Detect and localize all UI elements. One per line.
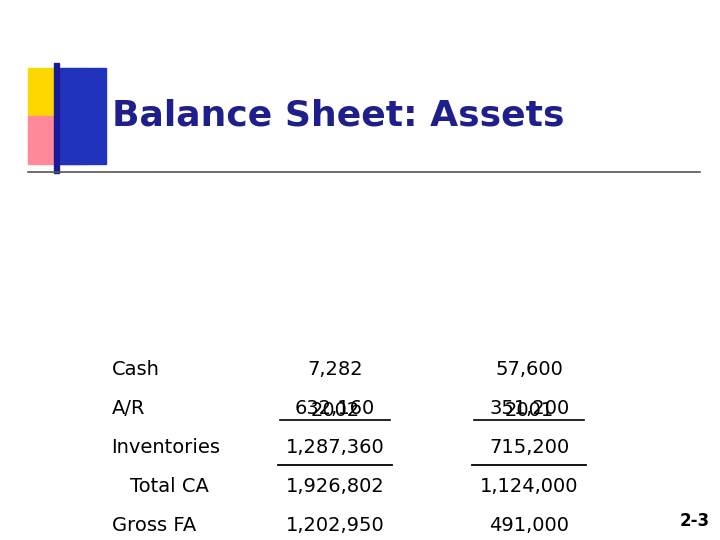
Text: 57,600: 57,600 — [495, 360, 563, 380]
Bar — [54, 63, 59, 173]
Text: Gross FA: Gross FA — [112, 516, 196, 535]
Text: Total CA: Total CA — [130, 477, 209, 496]
Text: A/R: A/R — [112, 399, 145, 418]
Text: 1,287,360: 1,287,360 — [285, 438, 384, 457]
Bar — [60, 116, 107, 164]
Text: 7,282: 7,282 — [307, 360, 363, 380]
Text: 351,200: 351,200 — [489, 399, 570, 418]
Text: 1,202,950: 1,202,950 — [285, 516, 384, 535]
Bar — [28, 116, 86, 164]
Text: 2002: 2002 — [310, 401, 359, 420]
Text: 2-3: 2-3 — [680, 512, 710, 530]
Bar — [28, 68, 86, 116]
Text: 1,926,802: 1,926,802 — [285, 477, 384, 496]
Text: 715,200: 715,200 — [489, 438, 570, 457]
Text: Balance Sheet: Assets: Balance Sheet: Assets — [112, 99, 564, 133]
Text: Inventories: Inventories — [112, 438, 220, 457]
Text: 2001: 2001 — [505, 401, 554, 420]
Text: 1,124,000: 1,124,000 — [480, 477, 578, 496]
Bar — [60, 68, 107, 116]
Text: Cash: Cash — [112, 360, 159, 380]
Text: 491,000: 491,000 — [489, 516, 570, 535]
Text: 632,160: 632,160 — [294, 399, 375, 418]
